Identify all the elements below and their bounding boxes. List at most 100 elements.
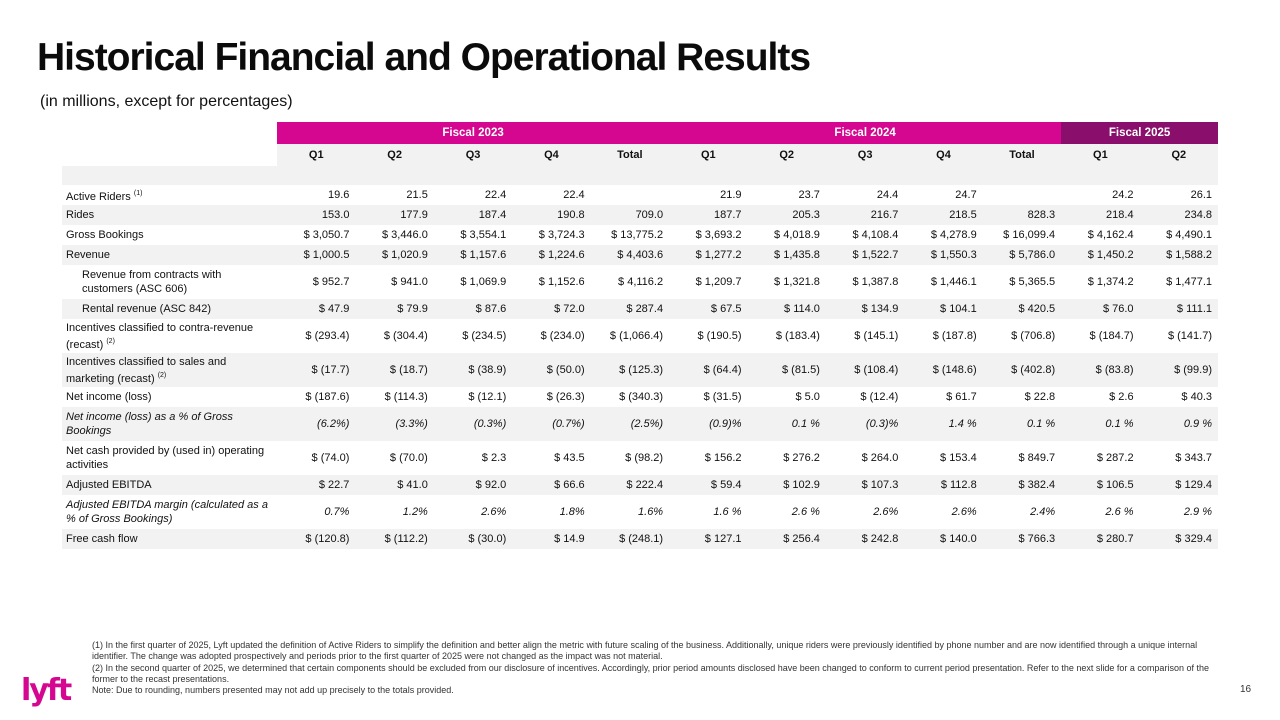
table-cell: $ 1,157.6 [433, 245, 513, 265]
table-cell: $ 127.1 [669, 529, 748, 549]
row-label-text: Gross Bookings [66, 229, 144, 241]
table-cell: $ 102.9 [747, 475, 826, 495]
table-cell: $ (190.5) [697, 330, 742, 342]
row-label: Free cash flow [62, 529, 278, 549]
quarter-header: Q2 [747, 144, 826, 166]
table-cell: $ 1,477.1 [1166, 276, 1212, 288]
table-cell: $ (38.9) [433, 353, 513, 387]
table-cell: $ (141.7) [1167, 330, 1212, 342]
table-cell: $ (26.3) [546, 391, 585, 403]
table-row: Incentives classified to contra-revenue … [62, 319, 1218, 353]
table-cell: $ 329.4 [1139, 529, 1218, 549]
table-cell: $ (183.4) [775, 330, 820, 342]
table-cell: $ 47.9 [277, 299, 356, 319]
row-label: Net income (loss) [62, 387, 277, 407]
table-cell: $ (234.0) [540, 330, 585, 342]
footnote-marker: (2) [157, 371, 167, 379]
table-cell: 21.9 [720, 189, 742, 201]
page-subtitle: (in millions, except for percentages) [40, 93, 293, 110]
row-label: Rental revenue (ASC 842) [62, 299, 278, 319]
fiscal-2023-header: Fiscal 2023 [277, 122, 670, 144]
table-cell: $ 5,365.5 [1009, 276, 1056, 288]
table-cell: $ (50.0) [512, 353, 591, 387]
table-cell: $ 1,550.3 [904, 245, 983, 265]
row-label-text: Active Riders [66, 190, 131, 203]
table-row: Gross Bookings $ 3,050.7 $ 3,446.0 $ 3,554.… [62, 225, 1218, 245]
table-cell: $ (17.7) [277, 353, 356, 387]
quarter-header: Q4 [904, 144, 983, 166]
table-cell: $ 280.7 [1061, 529, 1140, 549]
table-cell: $ 92.0 [433, 475, 513, 495]
table-cell: $ 287.2 [1096, 452, 1134, 464]
table-cell: $ 4,018.9 [774, 229, 820, 241]
table-cell: 2.4% [1030, 506, 1056, 518]
table-cell: $ 1,277.2 [669, 245, 748, 265]
table-cell: (2.5%) [590, 407, 670, 441]
table-cell: $ (304.4) [383, 330, 428, 342]
table-cell: $ (184.7) [1089, 330, 1134, 342]
table-row: Incentives classified to sales and marke… [62, 353, 1218, 387]
table-cell: $ (74.0) [311, 452, 350, 464]
table-cell: $ 1,321.8 [774, 276, 820, 288]
footnote-2: (2) In the second quarter of 2025, we de… [92, 662, 1209, 684]
footnote-1: (1) In the first quarter of 2025, Lyft u… [92, 640, 1198, 662]
table-cell: 1.6% [638, 506, 664, 518]
table-cell: 22.4 [484, 189, 507, 201]
table-cell: $ 1,387.8 [852, 276, 899, 288]
lyft-logo-text: lyft [21, 673, 72, 708]
table-cell [591, 185, 669, 205]
table-cell: 0.1 % [747, 407, 826, 441]
table-cell: $ 1,450.2 [1061, 245, 1140, 265]
table-cell: $ 420.5 [982, 299, 1062, 319]
table-cell: 153.0 [277, 205, 356, 225]
table-cell: $ 1,522.7 [825, 245, 905, 265]
row-label-text: Rental revenue (ASC 842) [82, 303, 212, 315]
table-cell: $ (402.8) [982, 353, 1062, 387]
table-cell: $ 5.0 [795, 391, 820, 403]
table-cell: $ 104.1 [904, 299, 983, 319]
table-cell: $ 16,099.4 [1003, 229, 1056, 241]
table-cell: $ 61.7 [946, 391, 977, 403]
financial-results-table: Fiscal 2023 Fiscal 2024 Fiscal 2025 Q1 Q… [62, 122, 1218, 549]
table-row: Free cash flow $ (120.8) $ (112.2) $ (30.0)… [62, 529, 1218, 549]
table-cell: $ 382.4 [982, 475, 1062, 495]
table-cell: 26.1 [1190, 189, 1212, 201]
table-cell: $ 2.3 [481, 452, 507, 464]
table-cell: $ 1,020.9 [355, 245, 434, 265]
table-cell: 22.4 [563, 189, 585, 201]
page-title: Historical Financial and Operational Res… [37, 36, 811, 79]
table-cell: $ 107.3 [825, 475, 905, 495]
row-label-text: Net cash provided by (used in) operating… [66, 445, 265, 471]
table-cell: (0.7%) [512, 407, 591, 441]
table-cell: $ 59.4 [669, 475, 748, 495]
table-cell: (0.3)% [825, 407, 905, 441]
table-cell: $ (81.5) [747, 353, 826, 387]
row-label: Incentives classified to contra-revenue … [62, 319, 277, 353]
table-cell: 218.4 [1061, 205, 1140, 225]
table-cell: (6.2%) [277, 407, 356, 441]
table-cell: 828.3 [982, 205, 1062, 225]
table-cell: $ (1,066.4) [609, 330, 664, 342]
table-cell: $ 4,403.6 [590, 245, 670, 265]
quarter-header: Q3 [433, 144, 513, 166]
table-cell: $ (293.4) [305, 330, 350, 342]
table-cell: $ 1,000.5 [277, 245, 356, 265]
table-cell: (3.3%) [355, 407, 434, 441]
table-cell: $ 13,775.2 [611, 229, 664, 241]
table-cell: $ 140.0 [904, 529, 983, 549]
table-cell: $ 264.0 [861, 452, 899, 464]
quarter-header: Q1 [277, 144, 356, 166]
table-cell: $ (112.2) [355, 529, 434, 549]
table-cell: $ (12.4) [860, 391, 899, 403]
row-label: Net income (loss) as a % of Gross Bookin… [62, 407, 278, 441]
row-label-text: Adjusted EBITDA margin (calculated as a … [66, 499, 268, 525]
table-cell: 709.0 [590, 205, 670, 225]
table-cell: $ 4,162.4 [1087, 229, 1134, 241]
table-cell: $ 129.4 [1139, 475, 1218, 495]
table-cell: $ 1,224.6 [512, 245, 591, 265]
table-cell: $ (114.3) [384, 391, 428, 403]
table-cell: $ 134.9 [825, 299, 905, 319]
table-cell: 24.7 [955, 189, 977, 201]
table-cell: $ (145.1) [854, 330, 899, 342]
table-cell: $ (30.0) [433, 529, 513, 549]
